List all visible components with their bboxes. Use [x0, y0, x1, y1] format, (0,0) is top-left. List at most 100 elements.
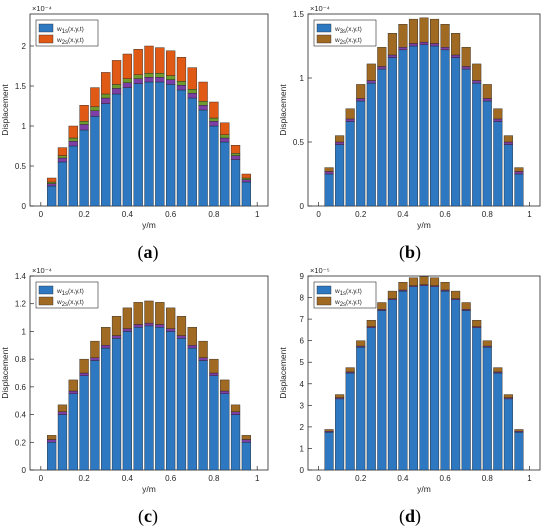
bar-segment-1 — [472, 82, 482, 207]
legend-swatch — [316, 285, 332, 295]
x-axis-label: y/m — [417, 220, 431, 230]
bar-segment-3 — [366, 319, 376, 327]
bar-segment-2 — [57, 157, 68, 163]
bar-segment-4 — [111, 60, 122, 85]
bar-segment-3 — [101, 327, 111, 346]
bar-segment-3 — [377, 302, 387, 310]
bar-segment-3 — [451, 290, 461, 299]
y-tick-label: 0 — [300, 466, 305, 475]
bar-segment-3 — [187, 88, 197, 94]
bar-segment-1 — [419, 285, 429, 471]
bar-segment-1 — [430, 45, 440, 207]
bar-segment-3 — [440, 24, 450, 48]
bar-segment-4 — [230, 144, 241, 154]
bar-segment-1 — [398, 290, 408, 471]
bar-segment-1 — [366, 82, 376, 207]
bar-segment-4 — [198, 81, 208, 102]
bar-segment-3 — [144, 72, 154, 78]
bar-segment-2 — [133, 78, 143, 84]
bar-segment-1 — [419, 44, 429, 207]
bar-segment-2 — [335, 141, 345, 145]
bar-segment-2 — [79, 372, 89, 376]
axis-exponent-label: ×10⁻⁵ — [310, 266, 330, 275]
legend-label: w1s(x,y,t) — [334, 288, 362, 297]
y-tick-label: 1 — [300, 444, 305, 453]
legend-label: w2s(x,y,t) — [56, 299, 84, 308]
y-axis-label: Displacement — [0, 347, 10, 399]
bar-segment-2 — [122, 82, 132, 88]
y-tick-label: 0 — [300, 202, 305, 211]
bar-segment-3 — [335, 394, 345, 398]
bar-segment-2 — [101, 345, 111, 349]
y-tick-label: 0 — [22, 202, 27, 211]
bar-segment-2 — [461, 66, 471, 70]
bar-segment-2 — [482, 98, 492, 102]
bar-segment-3 — [324, 167, 334, 172]
x-tick-label: 0.6 — [165, 474, 177, 483]
bar-segment-2 — [166, 328, 176, 332]
bar-segment-1 — [220, 393, 230, 471]
bar-segment-3 — [493, 367, 503, 373]
x-tick-label: 0.8 — [482, 210, 494, 219]
bar-segment-1 — [451, 57, 461, 207]
bar-segment-3 — [47, 181, 57, 184]
bar-segment-2 — [68, 390, 78, 394]
bar-segment-3 — [482, 84, 492, 99]
x-tick-label: 0.2 — [355, 210, 367, 219]
x-tick-label: 0.6 — [165, 210, 177, 219]
bar-segment-2 — [90, 357, 100, 361]
y-tick-label: 6 — [300, 337, 305, 346]
bar-segment-1 — [209, 375, 219, 471]
bar-segment-2 — [68, 140, 78, 147]
bar-segment-3 — [230, 152, 241, 156]
bar-segment-1 — [408, 286, 418, 471]
bar-segment-2 — [198, 104, 208, 111]
bar-segment-2 — [514, 171, 524, 175]
bar-segment-2 — [503, 141, 513, 145]
bar-segment-1 — [430, 286, 440, 471]
bar-segment-2 — [451, 54, 461, 58]
bar-segment-1 — [166, 331, 176, 471]
x-tick-label: 0 — [39, 210, 44, 219]
legend-swatch — [38, 23, 54, 33]
bar-segment-3 — [503, 135, 513, 143]
bar-segment-1 — [366, 327, 376, 471]
bar-segment-3 — [122, 78, 132, 84]
bar-segment-2 — [90, 110, 100, 117]
bar-segment-3 — [398, 24, 408, 48]
bar-segment-1 — [57, 161, 68, 207]
panel-caption: (b) — [399, 242, 421, 263]
bar-segment-3 — [482, 340, 492, 347]
bar-segment-1 — [493, 372, 503, 471]
bar-segment-1 — [514, 432, 524, 471]
y-tick-label: 1 — [22, 327, 27, 336]
bar-segment-3 — [345, 108, 355, 120]
bar-segment-3 — [356, 84, 366, 99]
bar-segment-2 — [220, 390, 230, 394]
y-tick-label: 1 — [22, 122, 27, 131]
bar-segment-1 — [133, 327, 143, 471]
bar-segment-2 — [230, 155, 241, 160]
bar-segment-1 — [345, 121, 355, 207]
bar-segment-3 — [335, 135, 345, 143]
bar-segment-2 — [430, 43, 440, 47]
bar-segment-3 — [133, 302, 143, 325]
y-tick-label: 4 — [300, 380, 305, 389]
y-tick-label: 5 — [300, 358, 305, 367]
bar-segment-1 — [47, 185, 57, 207]
bar-segment-2 — [345, 118, 355, 122]
bar-segment-3 — [440, 282, 450, 291]
bar-segment-1 — [111, 93, 122, 207]
bar-segment-2 — [377, 66, 387, 70]
bar-segment-2 — [241, 179, 251, 183]
legend-swatch — [316, 23, 332, 33]
bar-segment-4 — [155, 47, 165, 74]
bar-segment-2 — [111, 88, 122, 95]
bar-segment-3 — [79, 358, 89, 374]
bar-segment-3 — [155, 72, 165, 78]
bar-segment-2 — [57, 411, 68, 415]
bar-segment-2 — [472, 80, 482, 84]
bar-segment-2 — [493, 118, 503, 122]
bar-segment-3 — [408, 277, 418, 286]
